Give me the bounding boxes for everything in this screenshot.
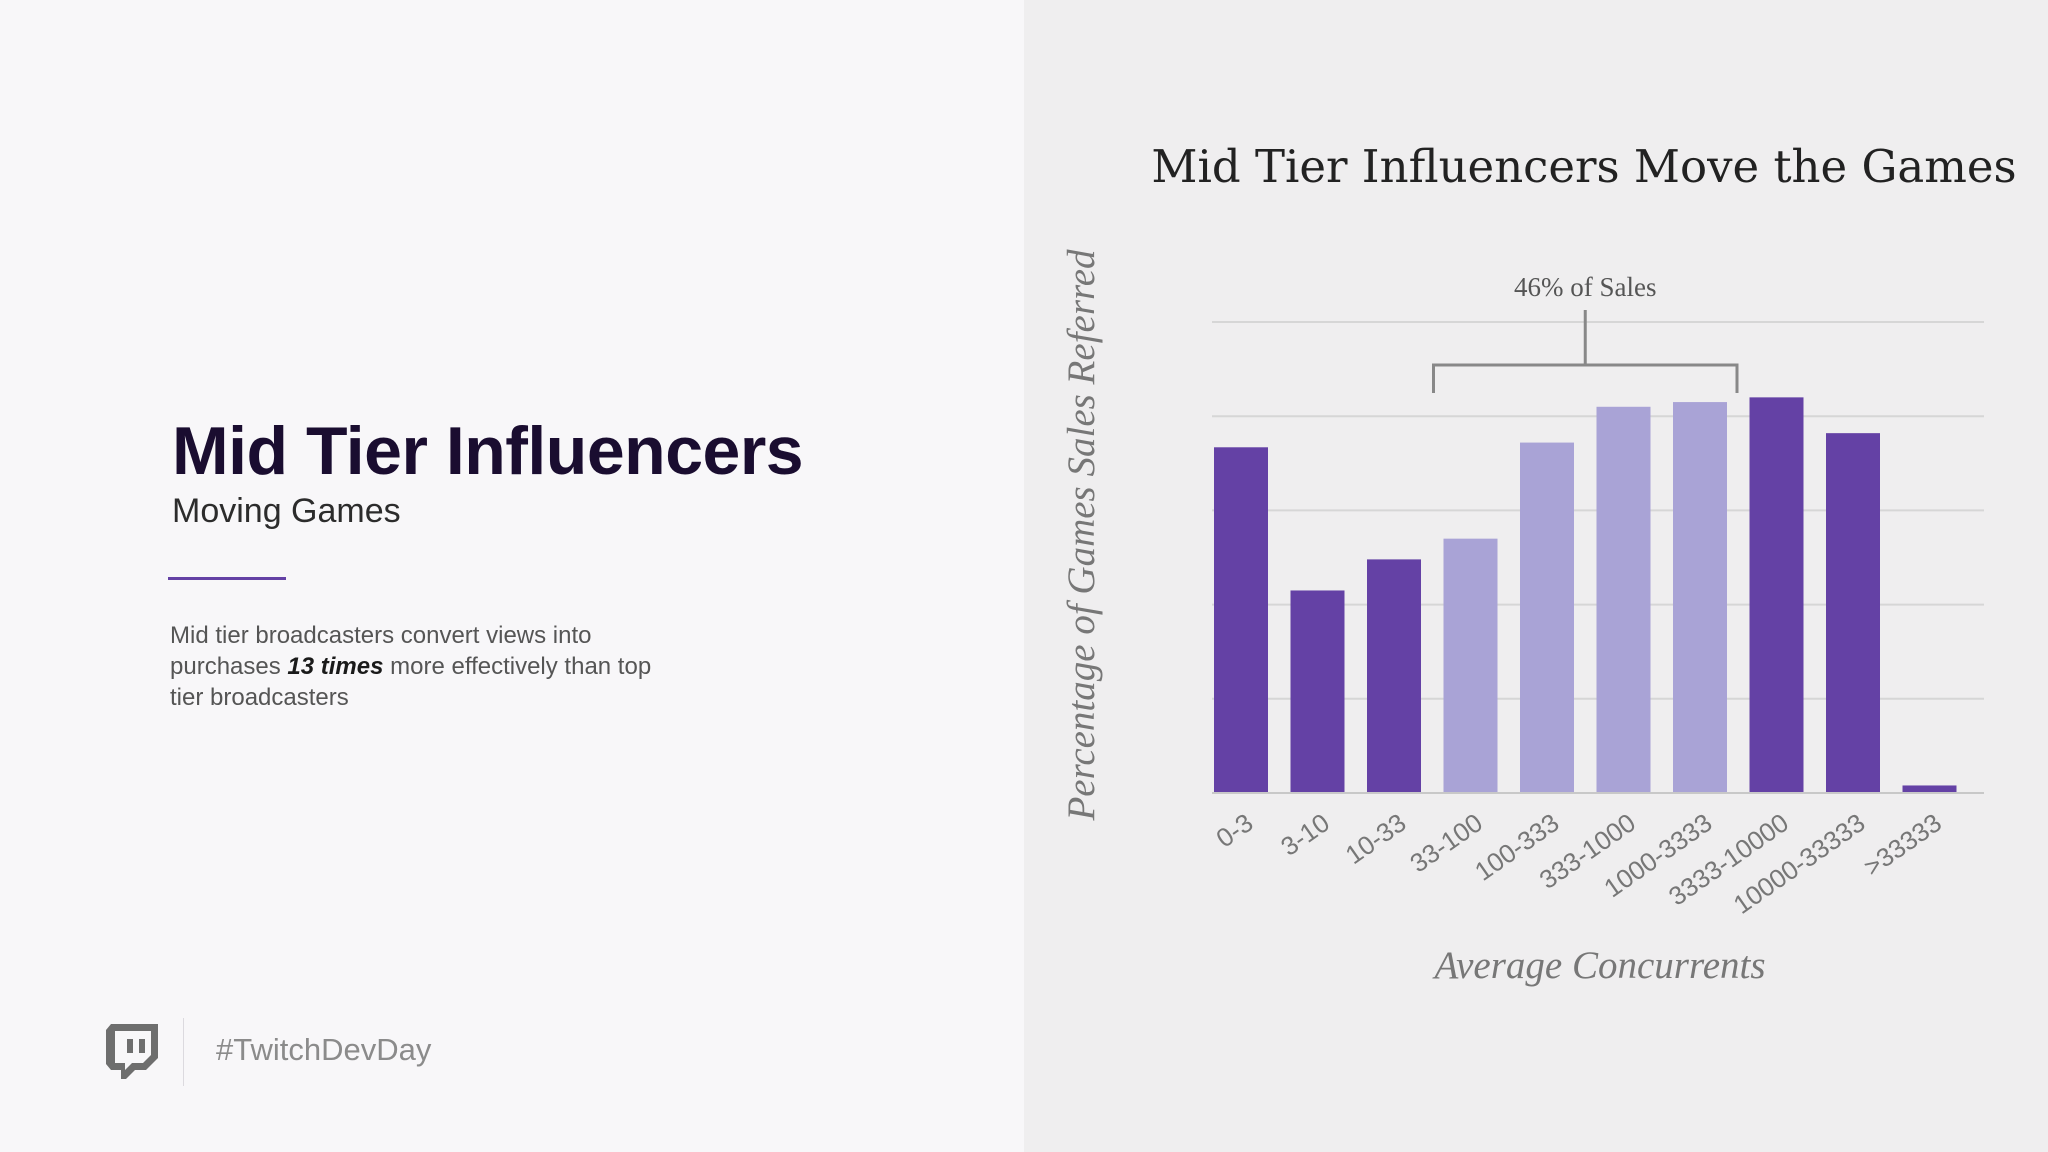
- sales-bracket: 46% of Sales: [1432, 272, 1739, 393]
- hashtag: #TwitchDevDay: [216, 1032, 432, 1067]
- slide-subtitle: Moving Games: [172, 492, 401, 530]
- body-text-suffix: more effectively than top tier broadcast…: [170, 653, 652, 711]
- x-tick-label: 3-10: [1275, 807, 1335, 861]
- bar-10000-33333: [1826, 433, 1880, 793]
- chart-title: Mid Tier Influencers Move the Games: [1151, 140, 2016, 193]
- x-tick-label: 10000-33333: [1728, 807, 1871, 919]
- y-axis-label: Percentage of Games Sales Referred: [1060, 249, 1103, 822]
- slide-title: Mid Tier Influencers: [172, 413, 804, 489]
- bar-0-3: [1214, 447, 1268, 793]
- x-axis-label: Average Concurrents: [1431, 944, 1765, 987]
- bars: [1214, 397, 1957, 793]
- bar-3-10: [1290, 590, 1345, 793]
- bar-333-1000: [1596, 406, 1651, 793]
- bar-chart: Mid Tier Influencers Move the Games 46% …: [1060, 140, 2017, 987]
- body-text-emphasis: 13 times: [287, 653, 384, 680]
- annotation-label: 46% of Sales: [1514, 272, 1656, 302]
- bar-33-100: [1443, 538, 1498, 793]
- body-text: Mid tier broadcasters convert views into…: [170, 620, 690, 713]
- body-text-prefix: Mid tier broadcasters convert views into…: [170, 622, 592, 680]
- bar->33333: [1902, 785, 1957, 793]
- bracket-line: [1432, 310, 1739, 393]
- x-tick-label: 0-3: [1210, 807, 1258, 853]
- left-panel: [0, 0, 1024, 1152]
- accent-divider: [168, 577, 286, 580]
- x-tick-label: >33333: [1858, 807, 1947, 882]
- x-tick-labels: 0-3 3-10 10-3333-100100-333333-10001000-33…: [1210, 807, 1946, 919]
- bar-100-333: [1520, 442, 1574, 793]
- footer-divider: [183, 1018, 184, 1086]
- bar-10-33: [1367, 559, 1421, 793]
- bar-1000-3333: [1673, 402, 1727, 793]
- twitch-glitch-icon: [106, 1024, 158, 1079]
- x-tick-label: 10-33: [1340, 807, 1412, 870]
- bar-3333-10000: [1749, 397, 1804, 793]
